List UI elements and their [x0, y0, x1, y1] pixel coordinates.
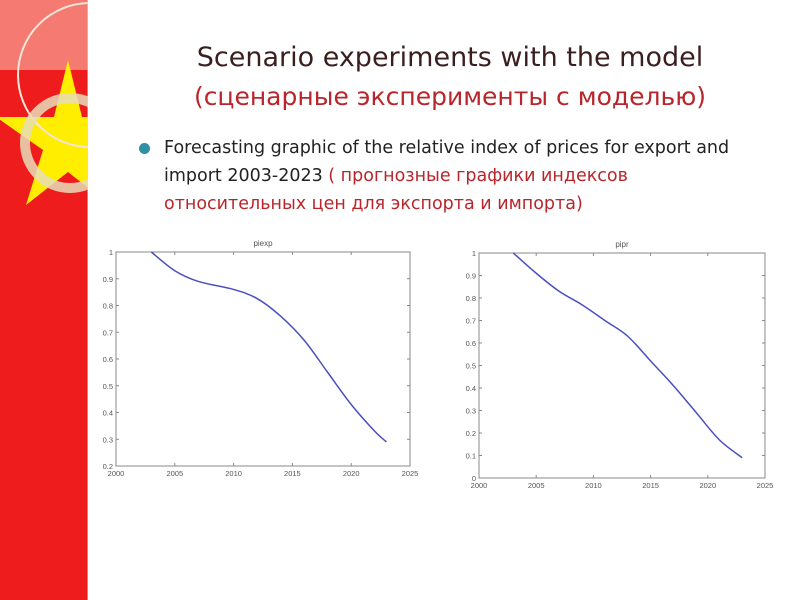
y-tick-label: 0.9 — [466, 272, 476, 281]
slide-title: Scenario experiments with the model — [196, 42, 704, 73]
y-tick-label: 0.5 — [466, 362, 476, 371]
y-tick-label: 0.6 — [466, 339, 476, 348]
bullet-text-en: Forecasting graphic of the relative inde… — [164, 138, 730, 186]
x-tick-label: 2015 — [642, 481, 659, 490]
y-tick-label: 0.7 — [103, 328, 113, 337]
y-tick-label: 0.7 — [466, 317, 476, 326]
bullet-text-ru: ( прогнозные графики индексов относитель… — [164, 166, 628, 214]
x-tick-label: 2020 — [699, 481, 716, 490]
x-tick-label: 2010 — [225, 469, 242, 478]
y-tick-label: 1 — [109, 248, 113, 257]
x-tick-label: 2025 — [402, 469, 419, 478]
y-tick-label: 0.5 — [103, 382, 113, 391]
x-tick-label: 2005 — [166, 469, 183, 478]
x-tick-label: 2005 — [528, 481, 545, 490]
plot-area — [478, 252, 766, 479]
x-tick-label: 2025 — [757, 481, 774, 490]
y-tick-label: 0.2 — [103, 462, 113, 471]
chart-title: piexp — [253, 239, 273, 248]
x-tick-label: 2000 — [471, 481, 488, 490]
decorative-band — [0, 0, 88, 600]
y-tick-label: 0.8 — [466, 294, 476, 303]
y-tick-label: 0.9 — [103, 275, 113, 284]
slide-subtitle: (сценарные эксперименты с моделью) — [193, 82, 707, 111]
x-tick-label: 2000 — [108, 469, 125, 478]
y-tick-label: 0.6 — [103, 355, 113, 364]
y-tick-label: 0.3 — [103, 435, 113, 444]
x-tick-label: 2020 — [343, 469, 360, 478]
y-tick-label: 1 — [472, 249, 476, 258]
series-line — [512, 252, 743, 459]
bullet-icon — [139, 143, 150, 154]
bullet-text: Forecasting graphic of the relative inde… — [164, 134, 774, 218]
y-tick-label: 0 — [472, 474, 476, 483]
x-tick-label: 2010 — [585, 481, 602, 490]
y-tick-label: 0.1 — [466, 452, 476, 461]
y-tick-label: 0.3 — [466, 407, 476, 416]
plot-area — [115, 251, 411, 467]
x-tick-label: 2015 — [284, 469, 301, 478]
y-tick-label: 0.2 — [466, 429, 476, 438]
chart-title: pipr — [615, 240, 629, 249]
y-tick-label: 0.4 — [103, 409, 113, 418]
y-tick-label: 0.8 — [103, 302, 113, 311]
y-tick-label: 0.4 — [466, 384, 476, 393]
series-line — [150, 251, 387, 443]
